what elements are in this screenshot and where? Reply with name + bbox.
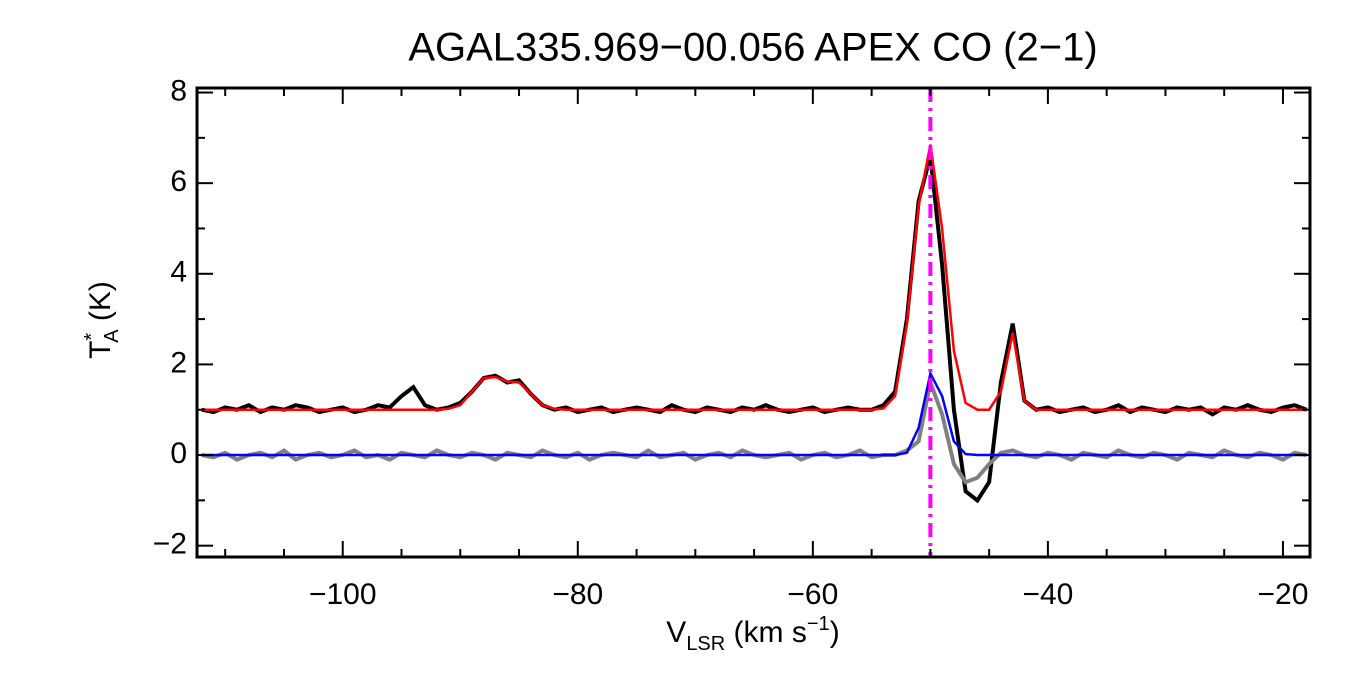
y-tick-label: 8: [170, 74, 187, 107]
x-tick-label: −40: [1022, 578, 1073, 611]
x-label-end: ): [830, 616, 840, 649]
x-axis-label: VLSR (km s−1): [666, 613, 839, 655]
y-tick-label: 6: [170, 165, 187, 198]
x-label-sup: −1: [807, 613, 830, 635]
y-label-sup: *: [81, 333, 103, 341]
x-tick-label: −100: [309, 578, 377, 611]
y-label-sub: A: [101, 329, 123, 343]
y-label-main: T: [84, 341, 117, 359]
series-line: [201, 369, 1307, 457]
x-tick-label: −20: [1258, 578, 1309, 611]
series-line: [201, 144, 1307, 411]
x-label-main: V: [666, 616, 686, 649]
x-label-sub: LSR: [686, 633, 725, 655]
x-label-unit: (km s: [725, 616, 807, 649]
plot-frame: [195, 86, 1312, 559]
y-tick-label: −2: [153, 528, 187, 561]
y-axis-label: T*A (K): [81, 281, 123, 359]
x-tick-label: −60: [787, 578, 838, 611]
y-tick-label: 2: [170, 346, 187, 379]
x-tick-label: −80: [552, 578, 603, 611]
y-tick-label: 4: [170, 256, 187, 289]
y-tick-label: 0: [170, 437, 187, 470]
series-line: [201, 155, 1308, 504]
chart-title: AGAL335.969−00.056 APEX CO (2−1): [408, 26, 1097, 70]
y-label-unit: (K): [84, 281, 117, 329]
series-line: [201, 375, 1307, 485]
